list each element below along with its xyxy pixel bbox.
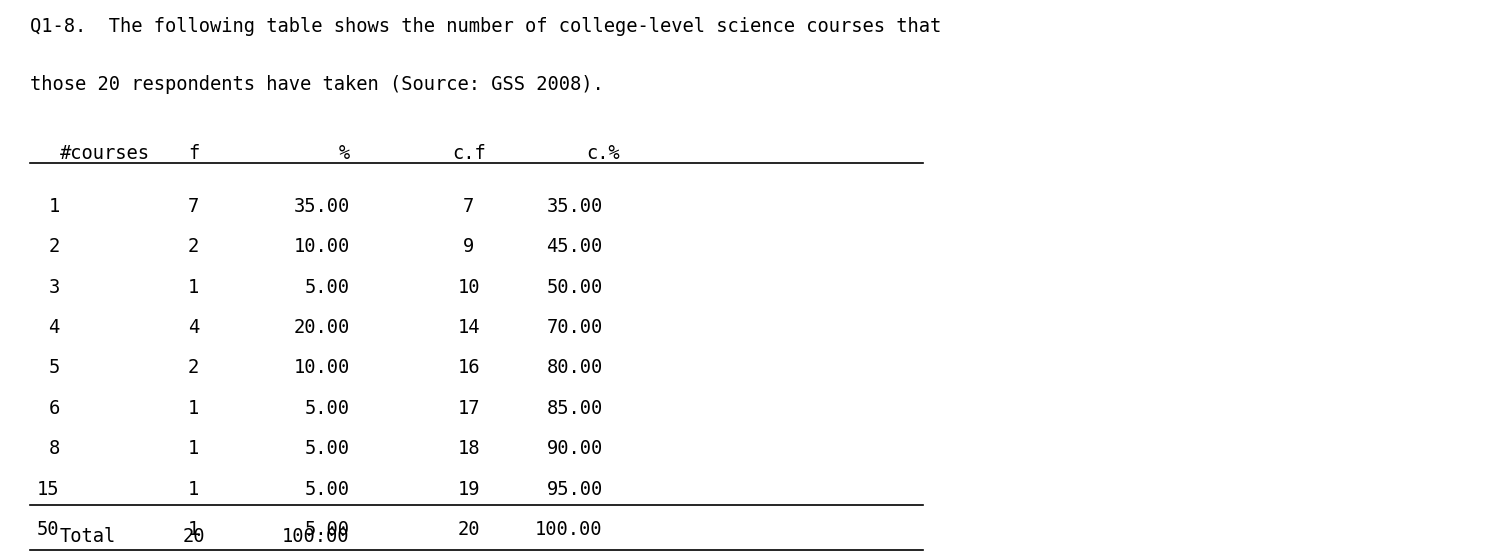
Text: 90.00: 90.00 (546, 439, 603, 458)
Text: 80.00: 80.00 (546, 358, 603, 377)
Text: 17: 17 (457, 399, 481, 418)
Text: 1: 1 (187, 520, 199, 539)
Text: 7: 7 (463, 197, 475, 216)
Text: 50.00: 50.00 (546, 278, 603, 296)
Text: 5.00: 5.00 (305, 480, 350, 499)
Text: 5: 5 (48, 358, 60, 377)
Text: 1: 1 (187, 439, 199, 458)
Text: 100.00: 100.00 (283, 527, 350, 546)
Text: 19: 19 (457, 480, 481, 499)
Text: 45.00: 45.00 (546, 237, 603, 256)
Text: 8: 8 (48, 439, 60, 458)
Text: 4: 4 (48, 318, 60, 337)
Text: 1: 1 (187, 480, 199, 499)
Text: 15: 15 (37, 480, 60, 499)
Text: 2: 2 (187, 237, 199, 256)
Text: 1: 1 (187, 399, 199, 418)
Text: 10: 10 (457, 278, 481, 296)
Text: 10.00: 10.00 (293, 237, 350, 256)
Text: 14: 14 (457, 318, 481, 337)
Text: those 20 respondents have taken (Source: GSS 2008).: those 20 respondents have taken (Source:… (30, 75, 604, 94)
Text: 35.00: 35.00 (293, 197, 350, 216)
Text: 5.00: 5.00 (305, 399, 350, 418)
Text: %: % (338, 144, 350, 163)
Text: c.f: c.f (452, 144, 485, 163)
Text: 5.00: 5.00 (305, 278, 350, 296)
Text: 10.00: 10.00 (293, 358, 350, 377)
Text: #courses: #courses (60, 144, 149, 163)
Text: 50: 50 (37, 520, 60, 539)
Text: 20.00: 20.00 (293, 318, 350, 337)
Text: f: f (187, 144, 199, 163)
Text: 5.00: 5.00 (305, 520, 350, 539)
Text: 16: 16 (457, 358, 481, 377)
Text: 35.00: 35.00 (546, 197, 603, 216)
Text: 95.00: 95.00 (546, 480, 603, 499)
Text: 3: 3 (48, 278, 60, 296)
Text: c.%: c.% (586, 144, 619, 163)
Text: 20: 20 (457, 520, 481, 539)
Text: 2: 2 (187, 358, 199, 377)
Text: Q1-8.  The following table shows the number of college-level science courses tha: Q1-8. The following table shows the numb… (30, 17, 940, 35)
Text: 9: 9 (463, 237, 475, 256)
Text: 6: 6 (48, 399, 60, 418)
Text: 1: 1 (187, 278, 199, 296)
Text: Total: Total (60, 527, 116, 546)
Text: 7: 7 (187, 197, 199, 216)
Text: 20: 20 (182, 527, 205, 546)
Text: 100.00: 100.00 (536, 520, 603, 539)
Text: 4: 4 (187, 318, 199, 337)
Text: 2: 2 (48, 237, 60, 256)
Text: 1: 1 (48, 197, 60, 216)
Text: 18: 18 (457, 439, 481, 458)
Text: 70.00: 70.00 (546, 318, 603, 337)
Text: 5.00: 5.00 (305, 439, 350, 458)
Text: 85.00: 85.00 (546, 399, 603, 418)
